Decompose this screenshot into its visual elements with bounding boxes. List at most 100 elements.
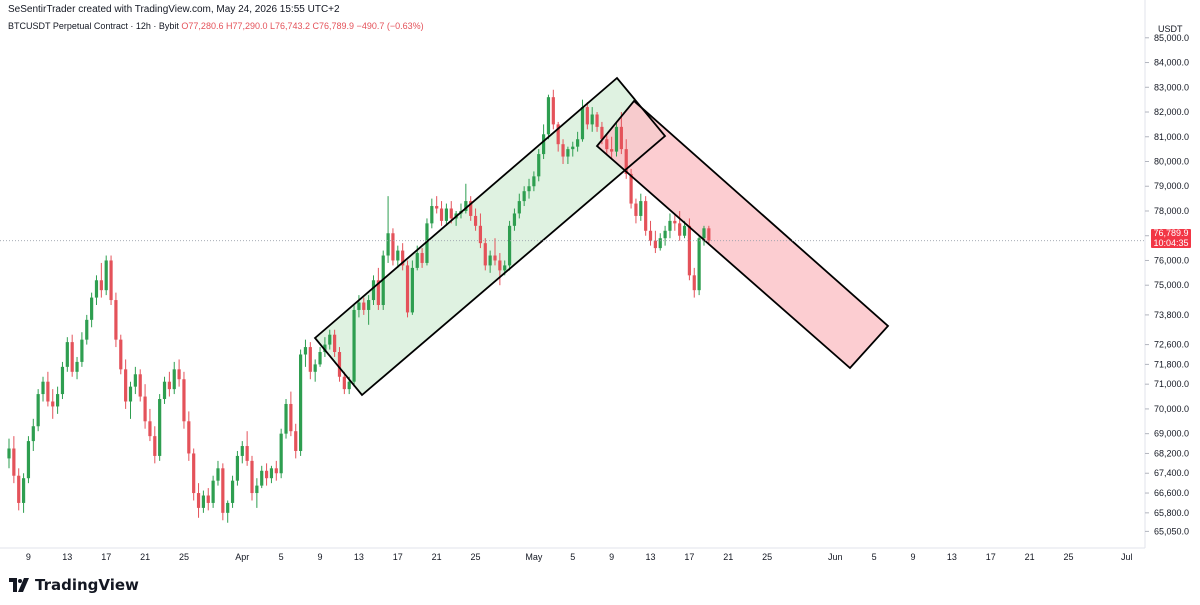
candle-body bbox=[323, 344, 327, 353]
candle-body bbox=[702, 228, 706, 239]
time-tick-label: 13 bbox=[947, 552, 957, 562]
candle bbox=[644, 196, 648, 236]
candle bbox=[177, 359, 181, 387]
candle bbox=[527, 178, 531, 199]
candle bbox=[211, 475, 215, 508]
candle bbox=[430, 198, 434, 229]
candle bbox=[196, 483, 201, 518]
candle-body bbox=[172, 369, 176, 390]
candle-body bbox=[138, 374, 142, 397]
price-axis[interactable]: 85,000.0 84,000.0 83,000.0 82,000.0 81,000.0… bbox=[1144, 0, 1189, 548]
price-tick-label: 76,000.0 bbox=[1154, 255, 1189, 265]
time-tick-label: Apr bbox=[235, 552, 249, 562]
candle bbox=[90, 292, 94, 328]
price-tick-label: 70,000.0 bbox=[1154, 404, 1189, 414]
candle-body bbox=[347, 381, 351, 390]
candle-body bbox=[644, 201, 648, 231]
candle-body bbox=[435, 206, 439, 209]
symbol-line: BTCUSDT Perpetual Contract · 12h · Bybit bbox=[8, 21, 179, 31]
price-tick-label: 69,000.0 bbox=[1154, 429, 1189, 439]
candle bbox=[493, 238, 497, 266]
time-tick-label: 21 bbox=[432, 552, 442, 562]
candle bbox=[255, 478, 259, 508]
candle-body bbox=[158, 399, 162, 456]
channel-drawings[interactable] bbox=[315, 78, 888, 395]
candle-body bbox=[337, 352, 342, 377]
candle-body bbox=[133, 374, 137, 387]
candle bbox=[80, 332, 84, 367]
candle-body bbox=[483, 243, 487, 266]
candle-body bbox=[639, 201, 643, 216]
candle bbox=[230, 475, 235, 508]
candle bbox=[639, 193, 643, 221]
candle-body bbox=[211, 480, 215, 503]
rising-channel-fill bbox=[315, 78, 665, 395]
candle bbox=[517, 193, 521, 219]
rising-channel[interactable] bbox=[313, 76, 667, 397]
candle bbox=[250, 455, 254, 501]
time-tick-label: 21 bbox=[140, 552, 150, 562]
candle-series bbox=[7, 89, 711, 523]
falling-channel[interactable] bbox=[595, 99, 890, 370]
candle bbox=[46, 371, 50, 407]
candle bbox=[537, 149, 541, 182]
candle-body bbox=[308, 347, 312, 372]
candle-body bbox=[250, 460, 254, 494]
candle bbox=[235, 450, 240, 486]
candle-body bbox=[527, 186, 531, 192]
price-tick-label: 67,400.0 bbox=[1154, 468, 1189, 478]
price-tick-label: 65,800.0 bbox=[1154, 508, 1189, 518]
time-tick-label: 17 bbox=[393, 552, 403, 562]
symbol-info: BTCUSDT Perpetual Contract · 12h · Bybit… bbox=[8, 21, 424, 31]
candle bbox=[143, 384, 147, 429]
candle bbox=[405, 260, 410, 318]
candle-body bbox=[401, 250, 405, 266]
candle bbox=[153, 426, 157, 464]
time-axis[interactable]: 9 13 17 21 25 Apr 5 9 13 17 21 25 May 5 9 13 17 21 25 Jun 5 9… bbox=[0, 547, 1145, 562]
candle-body bbox=[289, 403, 293, 432]
candle bbox=[289, 391, 293, 437]
candle bbox=[401, 243, 405, 271]
price-tick-label: 78,000.0 bbox=[1154, 206, 1189, 216]
candle-body bbox=[600, 126, 604, 140]
candle bbox=[114, 292, 118, 348]
candle-body bbox=[493, 255, 497, 261]
candle bbox=[551, 89, 555, 130]
candle-body bbox=[328, 334, 332, 345]
time-tick-label: 5 bbox=[570, 552, 575, 562]
candle bbox=[128, 381, 133, 419]
candle-body bbox=[274, 468, 278, 474]
candle bbox=[376, 267, 380, 310]
candle bbox=[17, 468, 21, 511]
candle bbox=[299, 349, 303, 456]
candle-body bbox=[318, 352, 322, 365]
price-tick-label: 84,000.0 bbox=[1154, 58, 1189, 68]
candle-body bbox=[580, 107, 585, 140]
candle bbox=[333, 329, 337, 357]
channel-outlines[interactable] bbox=[313, 76, 890, 397]
candle-body bbox=[653, 240, 657, 249]
time-tick-label: May bbox=[525, 552, 543, 562]
candle-body bbox=[658, 238, 662, 249]
candle-body bbox=[585, 107, 589, 125]
candle bbox=[498, 253, 502, 286]
candle bbox=[532, 171, 536, 192]
candle bbox=[75, 356, 79, 380]
tradingview-logo[interactable]: TradingView bbox=[9, 576, 139, 594]
candle-body bbox=[566, 149, 570, 157]
candle bbox=[386, 196, 390, 263]
time-tick-label: 21 bbox=[1025, 552, 1035, 562]
tradingview-logo-icon bbox=[9, 578, 29, 592]
candle bbox=[12, 436, 16, 484]
candle-body bbox=[206, 495, 210, 503]
candle-body bbox=[556, 124, 560, 145]
candle-body bbox=[682, 225, 687, 236]
price-tick-label: 85,000.0 bbox=[1154, 33, 1189, 43]
candle bbox=[245, 431, 249, 466]
currency-label[interactable]: USDT bbox=[1158, 24, 1183, 34]
candle-body bbox=[342, 376, 346, 390]
candle-body bbox=[299, 354, 303, 451]
candle-body bbox=[196, 493, 201, 508]
candle bbox=[469, 196, 473, 221]
